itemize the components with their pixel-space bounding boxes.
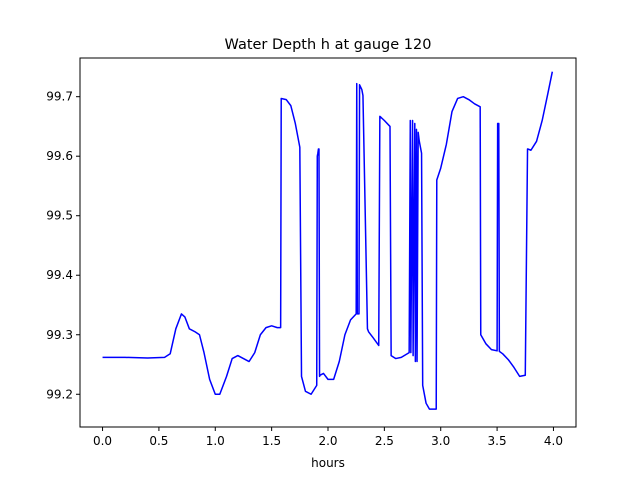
y-tick-label: 99.5 [46,209,73,223]
y-tick-label: 99.2 [46,387,73,401]
y-tick-label: 99.7 [46,90,73,104]
x-tick-label: 2.5 [375,434,394,448]
chart-title: Water Depth h at gauge 120 [225,37,432,53]
x-tick-label: 3.0 [431,434,450,448]
series-line [102,71,554,410]
y-tick-label: 99.3 [46,328,73,342]
x-tick-label: 4.0 [544,434,563,448]
y-tick-label: 99.4 [46,268,73,282]
x-tick-label: 2.0 [318,434,337,448]
x-tick-label: 3.5 [488,434,507,448]
x-tick-label: 1.5 [262,434,281,448]
x-tick-label: 1.0 [206,434,225,448]
y-axis: 99.2 99.3 99.4 99.5 99.6 99.7 [46,90,80,401]
x-tick-label: 0.5 [149,434,168,448]
x-tick-label: 0.0 [93,434,112,448]
y-tick-label: 99.6 [46,149,73,163]
x-axis: 0.0 0.5 1.0 1.5 2.0 2.5 3.0 3.5 4.0 [93,427,563,448]
x-axis-label: hours [311,456,345,470]
